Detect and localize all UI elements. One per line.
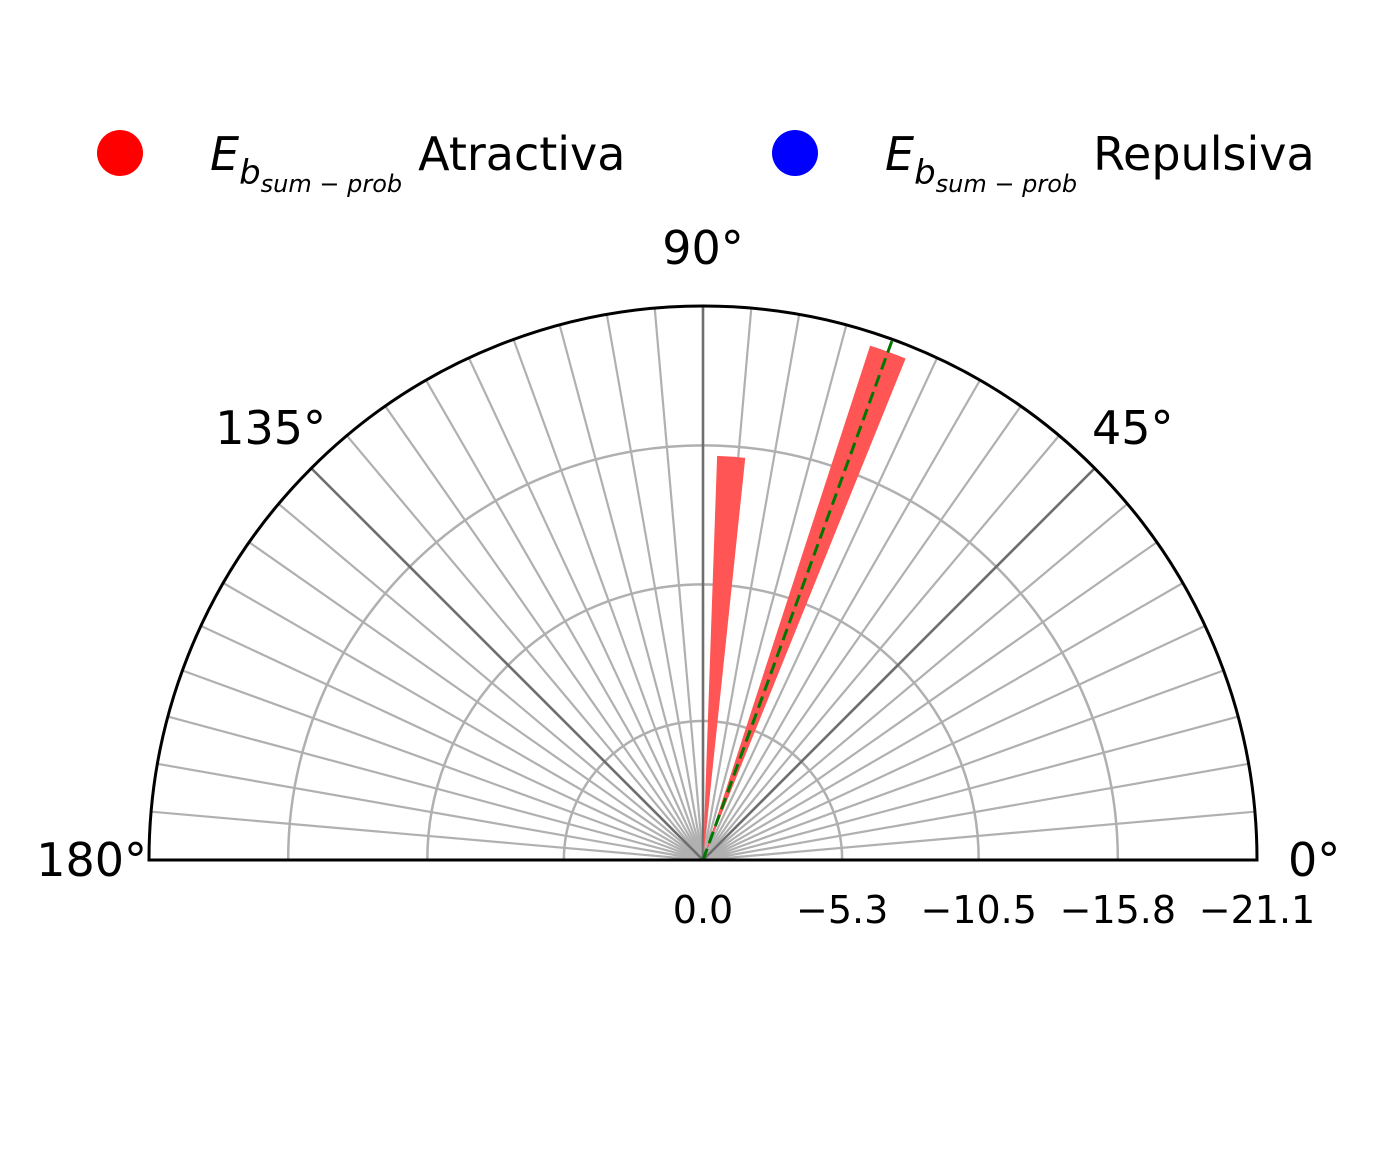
angle-tick-label: 90° <box>662 221 744 275</box>
angle-gridline <box>200 624 704 861</box>
legend-marker <box>97 130 143 176</box>
angle-gridline <box>702 379 981 861</box>
angle-gridline <box>167 715 704 862</box>
legend-label: Ebsum − probAtractiva <box>210 127 625 198</box>
angle-gridline <box>222 582 704 861</box>
major-angle-gridline <box>702 467 1096 861</box>
angle-gridline <box>151 810 704 862</box>
angle-gridline <box>702 715 1239 862</box>
angle-gridline <box>701 314 801 861</box>
angle-gridline <box>346 434 704 861</box>
polar-frame <box>147 304 1259 862</box>
angle-gridline <box>702 503 1129 861</box>
angle-gridline <box>277 503 704 861</box>
angle-gridline <box>605 314 705 861</box>
angle-gridline <box>702 762 1249 862</box>
axis-labels: 0° 45° 90° 135° 180° 0.0 −5.3 −10.5 −15.8 −21.1 <box>36 221 1340 932</box>
bar-wedge <box>703 345 906 861</box>
angle-gridline <box>512 339 705 861</box>
radial-tick-label: −10.5 <box>920 888 1036 932</box>
angle-gridline <box>701 324 848 861</box>
angle-gridline <box>702 541 1158 861</box>
radial-tick-label: −5.3 <box>796 888 888 932</box>
legend: Ebsum − probAtractiva Ebsum − probRepulsi… <box>97 127 1315 198</box>
radial-tick-label: −21.1 <box>1199 888 1315 932</box>
angle-gridline <box>702 810 1255 862</box>
angle-gridline <box>248 541 704 861</box>
legend-label: Ebsum − probRepulsiva <box>885 127 1315 198</box>
angle-gridline <box>702 357 939 861</box>
angle-gridline <box>702 405 1022 861</box>
major-angle-gridline <box>310 467 704 861</box>
angle-gridline <box>182 669 704 862</box>
reference-line-group <box>701 338 894 861</box>
angle-gridline <box>702 669 1224 862</box>
reference-line <box>701 338 894 861</box>
angle-gridline <box>702 434 1060 861</box>
angle-gridline <box>558 324 705 861</box>
polar-outline <box>147 304 1259 862</box>
angle-gridline <box>702 582 1184 861</box>
radial-tick-label: −15.8 <box>1060 888 1176 932</box>
angle-gridline <box>467 357 704 861</box>
legend-marker <box>772 130 818 176</box>
polar-grid <box>151 306 1255 860</box>
angle-gridline <box>384 405 704 861</box>
bar-series <box>703 345 906 861</box>
angle-gridline <box>653 308 705 861</box>
angle-gridline <box>425 379 704 861</box>
angle-tick-label: 45° <box>1092 401 1174 455</box>
bar-wedge <box>703 455 746 860</box>
angle-tick-label: 135° <box>215 401 326 455</box>
radial-tick-label: 0.0 <box>673 888 733 932</box>
angle-tick-label: 0° <box>1288 833 1340 887</box>
angle-tick-label: 180° <box>36 833 147 887</box>
angle-gridline <box>702 624 1206 861</box>
angle-gridline <box>157 762 704 862</box>
